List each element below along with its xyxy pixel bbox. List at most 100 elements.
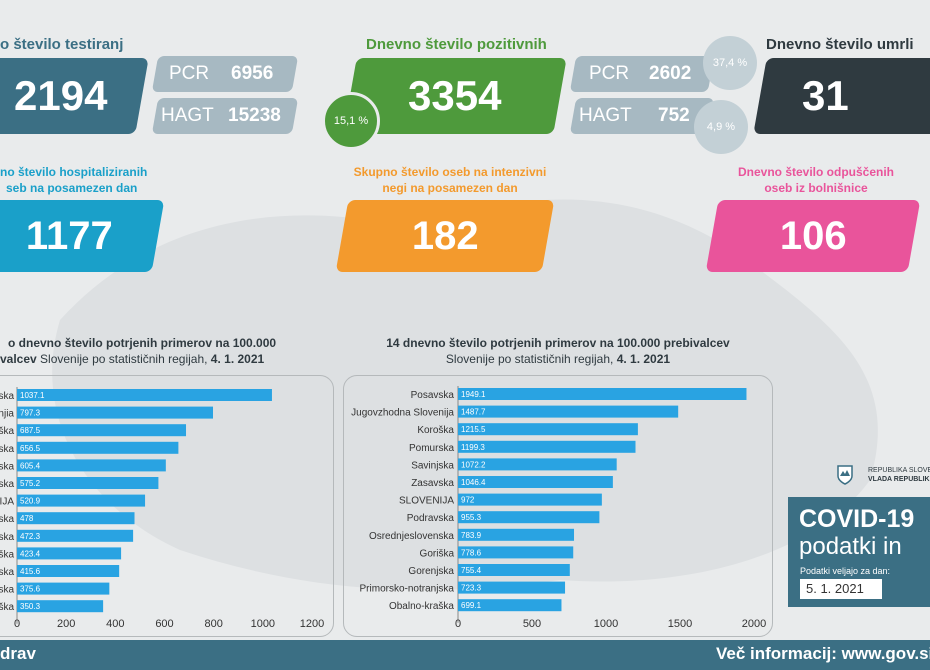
hospitalized-title-line2: seb na posamezen dan: [6, 181, 138, 195]
positive-hagt-share: 4,9 %: [706, 121, 736, 133]
positive-pcr-value: 2602: [649, 63, 692, 84]
footer-left-text: drav: [0, 644, 36, 663]
hospitalized-title-line1: no število hospitaliziranih: [0, 165, 148, 179]
left-bar: [17, 565, 120, 577]
chart-left-title-line1: o dnevno število potrjenih primerov na 1…: [8, 336, 277, 350]
left-data-label: 687.5: [20, 426, 41, 435]
right-bar: [458, 388, 747, 400]
right-data-label: 1199.3: [461, 443, 485, 452]
chart-left-title-date: 4. 1. 2021: [210, 352, 265, 366]
logo-line1: REPUBLIKA SLOVE: [868, 467, 930, 474]
left-category-label: ska: [0, 567, 14, 578]
covid-panel-title: COVID-19: [799, 505, 915, 533]
tested-pcr-label: PCR: [169, 63, 210, 84]
logo-line2: VLADA REPUBLIKE: [868, 476, 930, 483]
left-bar: [17, 441, 179, 454]
positive-share: 15,1 %: [333, 115, 369, 127]
positive-pcr-share-circle: 37,4 %: [703, 36, 757, 90]
covid-panel: COVID-19 podatki in Podatki veljajo za d…: [788, 497, 930, 607]
covid-panel-valid-label: Podatki veljajo za dan:: [800, 566, 891, 576]
positive-hagt-card: HAGT 752: [569, 98, 715, 134]
chart-right-title-rest: Slovenije po statističnih regijah,: [445, 352, 617, 366]
right-data-label: 1072.2: [461, 460, 486, 469]
right-bar: [458, 599, 562, 612]
deaths-title: Dnevno število umrli: [766, 36, 914, 53]
chart-right: 1949.1 Posavska 1487.7 Jugovzhodna Slovenij…: [351, 386, 766, 630]
footer-link[interactable]: Več informacij: www.gov.si/: [716, 644, 930, 663]
left-bar: [17, 389, 272, 401]
right-bar: [458, 458, 617, 471]
left-tick-label: 800: [204, 618, 222, 630]
government-logo-text: REPUBLIKA SLOVE VLADA REPUBLIKE: [868, 466, 930, 484]
discharged-title-line2: oseb iz bolnišnice: [764, 181, 868, 195]
left-tick-label: 200: [57, 618, 75, 630]
right-category-label: Podravska: [407, 513, 455, 524]
discharged-value: 106: [779, 213, 847, 258]
right-category-label: Posavska: [411, 390, 455, 401]
right-category-label: Obalno-kraška: [389, 601, 454, 612]
tested-hagt-card: HAGT 15238: [151, 98, 299, 134]
right-bar: [458, 493, 602, 506]
covid-panel-subtitle: podatki in: [799, 533, 902, 560]
left-data-label: 656.5: [20, 444, 41, 453]
positive-pcr-card: PCR 2602: [569, 56, 715, 92]
discharged-card: 106: [705, 200, 921, 272]
tested-pcr-card: PCR 6956: [151, 56, 299, 92]
left-category-label: ska: [0, 444, 14, 455]
left-bar: [17, 459, 166, 472]
chart-right-title-date: 4. 1. 2021: [616, 352, 671, 366]
right-category-label: Savinjska: [411, 460, 454, 471]
left-category-label: ska: [0, 479, 14, 490]
left-data-label: 575.2: [20, 479, 41, 488]
positive-value: 3354: [408, 72, 502, 119]
right-bar: [458, 440, 636, 453]
right-bar: [458, 528, 575, 541]
left-tick-label: 400: [106, 618, 124, 630]
right-data-label: 972: [461, 496, 475, 505]
chart-left-title: o dnevno število potrjenih primerov na 1…: [0, 335, 276, 367]
right-data-label: 778.6: [461, 548, 482, 557]
left-category-label: ska: [0, 514, 14, 525]
right-category-label: Primorsko-notranjska: [360, 584, 455, 595]
discharged-title: Dnevno število odpuščenih oseb iz bolniš…: [716, 164, 916, 196]
left-tick-label: 0: [14, 618, 20, 630]
deaths-card: 31: [753, 58, 930, 134]
left-category-label: njia: [0, 409, 14, 420]
left-bar: [17, 424, 187, 437]
tested-card: 2194: [0, 58, 149, 134]
left-data-label: 797.3: [20, 409, 41, 418]
positive-pcr-label: PCR: [589, 63, 630, 84]
right-data-label: 755.4: [461, 566, 482, 575]
tested-hagt-label: HAGT: [161, 105, 214, 126]
icu-value: 182: [411, 213, 479, 258]
left-data-label: 423.4: [20, 549, 41, 558]
chart-left-title-bold: valcev: [0, 352, 37, 366]
right-data-label: 955.3: [461, 513, 482, 522]
chart-left: ska njia ška ska ska ska NIJA ska ska ška ska ska šk…: [0, 387, 324, 630]
right-data-label: 723.3: [461, 584, 482, 593]
left-category-label: NIJA: [0, 497, 14, 508]
tested-pcr-value: 6956: [231, 63, 274, 84]
left-bar: [17, 477, 159, 489]
right-data-label: 699.1: [461, 601, 482, 610]
right-bar: [458, 405, 679, 418]
positive-hagt-value: 752: [657, 105, 690, 126]
positive-share-circle: 15,1 %: [322, 92, 380, 150]
chart-right-title-line1: 14 dnevno število potrjenih primerov na …: [386, 336, 730, 350]
left-category-label: ška: [0, 602, 14, 613]
left-category-label: ska: [0, 391, 14, 402]
left-bar: [17, 406, 214, 419]
chart-right-title: 14 dnevno število potrjenih primerov na …: [344, 335, 772, 367]
positive-pcr-share: 37,4 %: [712, 57, 748, 69]
left-data-label: 375.6: [20, 585, 41, 594]
hospitalized-title: no število hospitaliziranih seb na posam…: [0, 164, 147, 196]
right-bar: [458, 476, 613, 488]
right-category-label: Zasavska: [411, 478, 454, 489]
icu-title-line2: negi na posamezen dan: [382, 181, 518, 195]
left-category-label: ska: [0, 461, 14, 472]
left-tick-label: 1200: [300, 618, 324, 630]
right-category-label: Koroška: [417, 425, 454, 436]
right-tick-label: 2000: [742, 618, 766, 630]
tested-title: o število testiranj: [0, 36, 124, 53]
right-tick-label: 1500: [668, 618, 692, 630]
